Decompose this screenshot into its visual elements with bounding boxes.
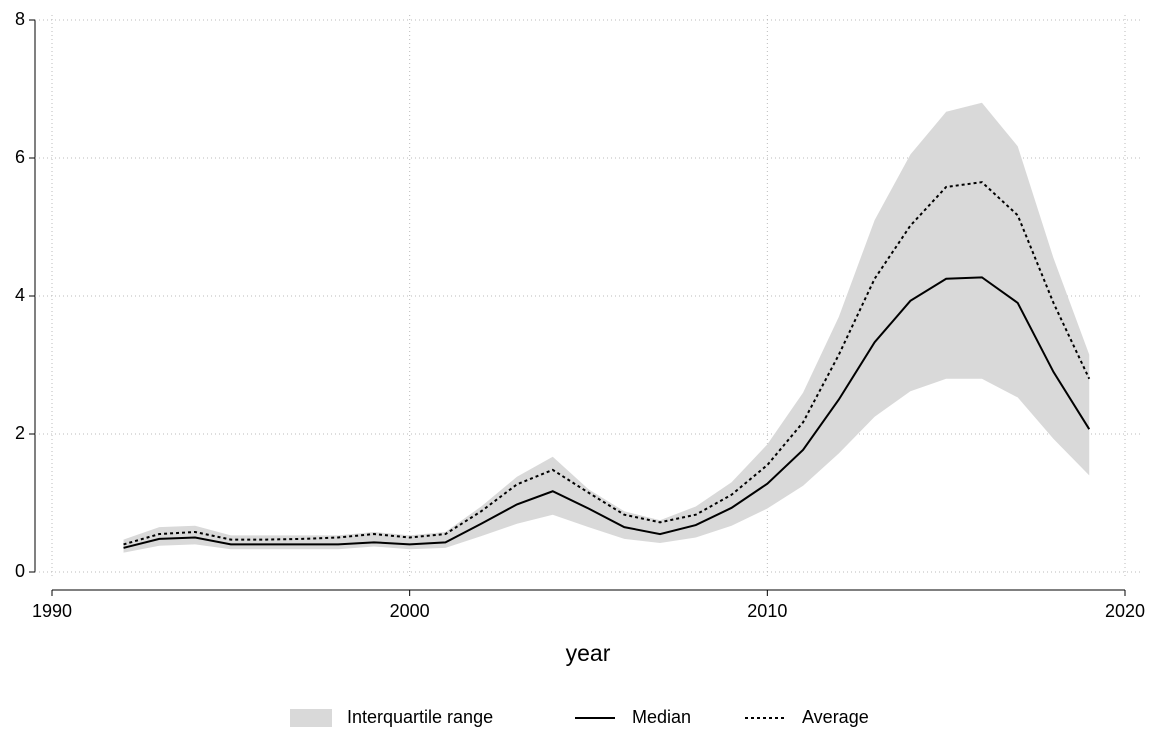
iqr-band [123,102,1090,553]
x-tick-label: 2010 [747,601,787,621]
legend-label: Median [632,707,691,727]
y-tick-label: 8 [15,9,25,29]
y-tick-label: 0 [15,561,25,581]
x-axis-label: year [566,640,611,666]
x-tick-label: 2020 [1105,601,1145,621]
legend-swatch [290,709,332,727]
y-tick-label: 6 [15,147,25,167]
x-tick-label: 1990 [32,601,72,621]
y-tick-label: 4 [15,285,25,305]
legend-label: Interquartile range [347,707,493,727]
average-line [123,181,1091,546]
y-tick-label: 2 [15,423,25,443]
median-line [123,276,1091,549]
legend-label: Average [802,707,869,727]
x-tick-label: 2000 [390,601,430,621]
